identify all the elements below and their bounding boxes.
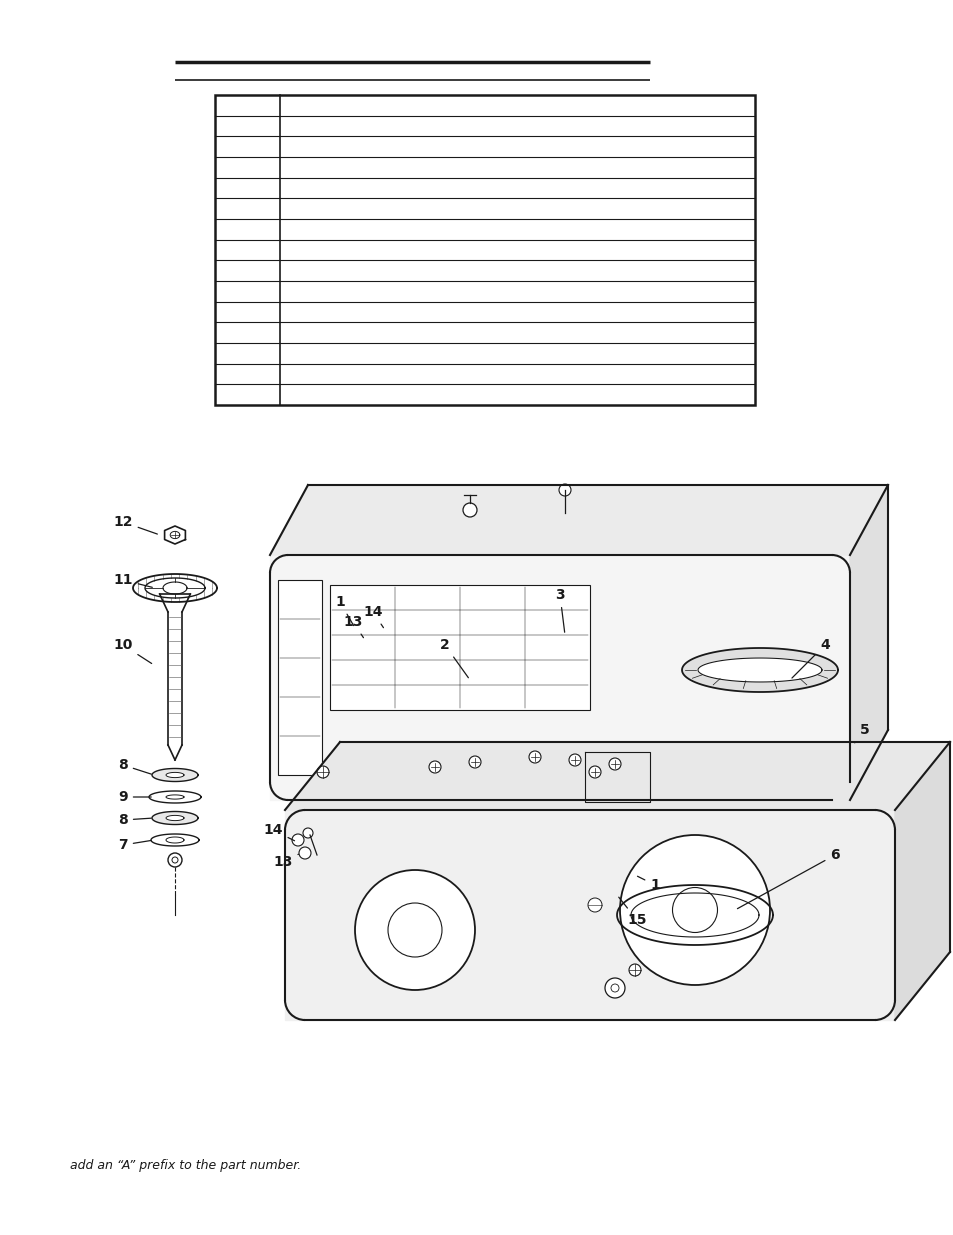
Circle shape bbox=[462, 503, 476, 517]
Text: 13: 13 bbox=[273, 855, 298, 869]
Text: 8: 8 bbox=[118, 813, 152, 827]
Text: 6: 6 bbox=[737, 848, 839, 909]
Circle shape bbox=[388, 903, 441, 957]
Circle shape bbox=[429, 761, 440, 773]
Text: 14: 14 bbox=[363, 605, 383, 627]
Circle shape bbox=[469, 756, 480, 768]
Polygon shape bbox=[152, 811, 198, 825]
Polygon shape bbox=[132, 574, 216, 601]
Text: 7: 7 bbox=[118, 839, 152, 852]
Circle shape bbox=[172, 857, 178, 863]
Text: 9: 9 bbox=[118, 790, 152, 804]
Text: 11: 11 bbox=[113, 573, 152, 588]
Circle shape bbox=[298, 847, 311, 860]
Text: 12: 12 bbox=[113, 515, 157, 534]
Polygon shape bbox=[285, 810, 894, 1020]
Circle shape bbox=[303, 827, 313, 839]
Polygon shape bbox=[270, 485, 887, 555]
Text: 15: 15 bbox=[618, 897, 646, 927]
Circle shape bbox=[588, 766, 600, 778]
Polygon shape bbox=[166, 772, 184, 778]
Circle shape bbox=[628, 965, 640, 976]
Text: 5: 5 bbox=[854, 722, 869, 742]
Text: 13: 13 bbox=[343, 615, 363, 637]
Circle shape bbox=[608, 758, 620, 769]
Text: 1: 1 bbox=[637, 877, 659, 892]
Polygon shape bbox=[698, 658, 821, 682]
Circle shape bbox=[604, 978, 624, 998]
Polygon shape bbox=[849, 485, 887, 800]
Text: 4: 4 bbox=[791, 638, 829, 678]
Polygon shape bbox=[166, 837, 184, 844]
Circle shape bbox=[355, 869, 475, 990]
Polygon shape bbox=[152, 768, 198, 782]
Circle shape bbox=[168, 853, 182, 867]
Text: add an “A” prefix to the part number.: add an “A” prefix to the part number. bbox=[70, 1158, 301, 1172]
Circle shape bbox=[529, 751, 540, 763]
Circle shape bbox=[619, 835, 769, 986]
Polygon shape bbox=[166, 815, 184, 820]
Bar bbox=[330, 585, 589, 710]
Bar bbox=[214, 95, 754, 405]
Text: 8: 8 bbox=[118, 758, 152, 774]
Text: 10: 10 bbox=[113, 638, 152, 663]
Circle shape bbox=[587, 898, 601, 911]
Bar bbox=[277, 580, 322, 776]
Circle shape bbox=[558, 484, 571, 496]
Text: 3: 3 bbox=[555, 588, 564, 632]
Text: 1: 1 bbox=[335, 595, 354, 626]
Polygon shape bbox=[681, 648, 837, 692]
Polygon shape bbox=[285, 742, 949, 810]
Polygon shape bbox=[894, 742, 949, 1020]
Polygon shape bbox=[151, 834, 199, 846]
Polygon shape bbox=[166, 795, 184, 799]
Text: 14: 14 bbox=[263, 823, 294, 841]
Circle shape bbox=[610, 984, 618, 992]
Circle shape bbox=[568, 755, 580, 766]
Polygon shape bbox=[270, 555, 849, 800]
Polygon shape bbox=[149, 790, 201, 803]
Circle shape bbox=[316, 766, 329, 778]
Polygon shape bbox=[165, 526, 185, 543]
Circle shape bbox=[672, 888, 717, 932]
Circle shape bbox=[292, 834, 304, 846]
Text: 2: 2 bbox=[439, 638, 468, 678]
